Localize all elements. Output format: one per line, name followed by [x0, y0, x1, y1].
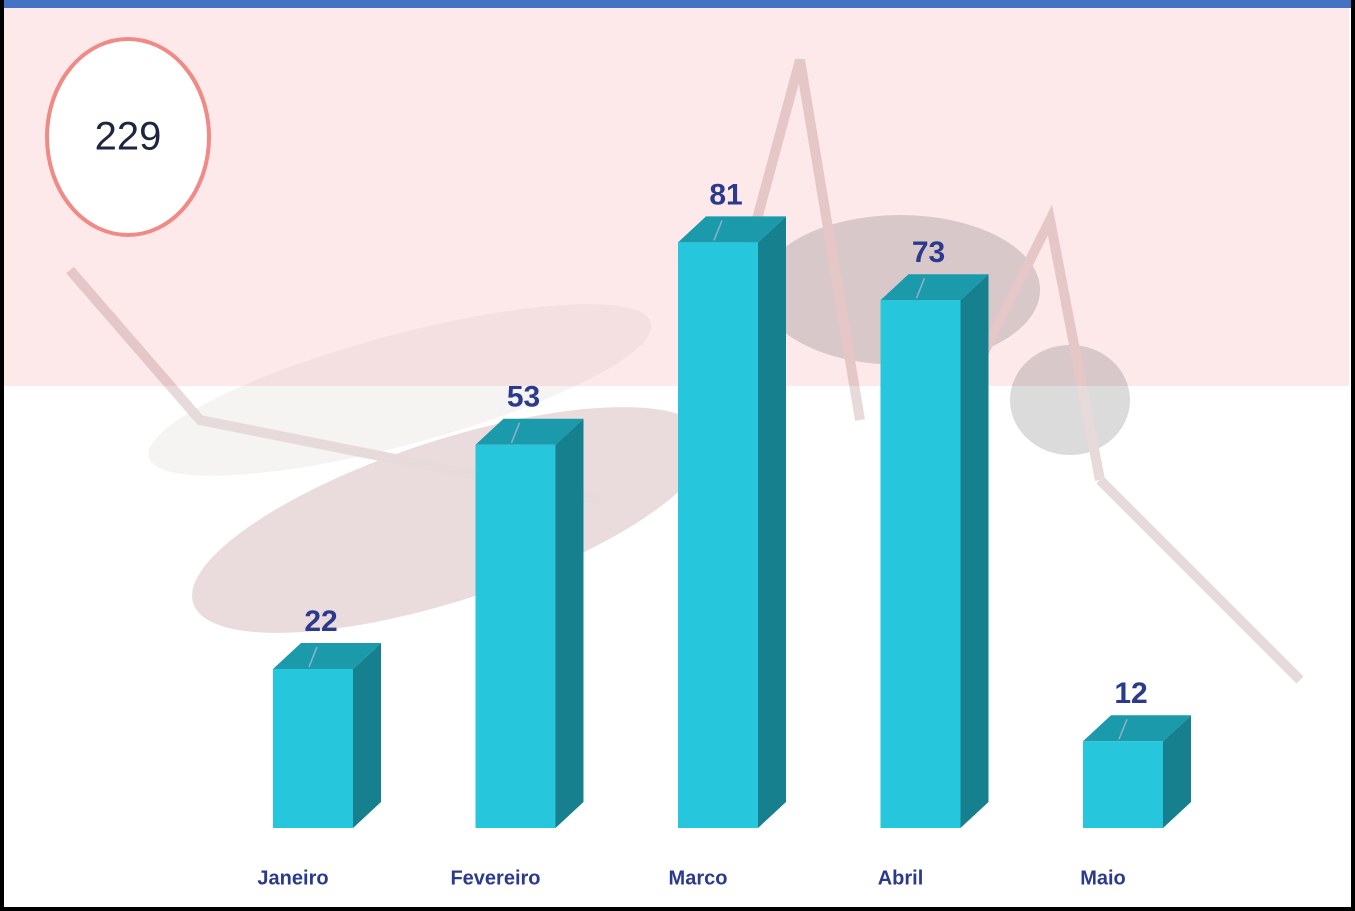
bar-top — [273, 642, 381, 669]
total-circle — [45, 37, 211, 237]
bar-top — [475, 418, 584, 445]
data-label: 73 — [912, 236, 945, 269]
bar-side — [555, 418, 584, 828]
bar-top — [880, 274, 989, 301]
data-label: 81 — [709, 178, 742, 211]
leader-line — [1118, 718, 1128, 740]
x-tick-label: Marco — [669, 867, 728, 889]
bar — [678, 242, 758, 828]
x-tick-label: Abril — [878, 867, 924, 889]
bar — [1083, 741, 1163, 828]
total: 229 — [95, 115, 162, 159]
bar — [475, 444, 556, 828]
bar-side — [758, 216, 786, 828]
x-tick-label: Janeiro — [257, 867, 328, 889]
data-label: 12 — [1114, 677, 1147, 710]
bar-side — [353, 642, 381, 828]
bar — [880, 300, 961, 829]
x-tick-label: Maio — [1080, 867, 1126, 889]
data-label: 53 — [507, 381, 540, 414]
leader-line — [308, 646, 318, 668]
x-tick-label: Fevereiro — [450, 867, 540, 889]
background-band — [4, 8, 1349, 386]
leader-line — [915, 277, 926, 299]
bar — [273, 668, 353, 828]
bar-top — [678, 216, 786, 243]
leader-line — [510, 422, 521, 444]
bar-side — [1163, 715, 1191, 828]
bar-top — [1083, 715, 1191, 742]
bar-side — [960, 274, 989, 829]
leader-line — [713, 220, 723, 241]
data-label: 22 — [304, 605, 337, 638]
top-bar — [4, 0, 1351, 8]
